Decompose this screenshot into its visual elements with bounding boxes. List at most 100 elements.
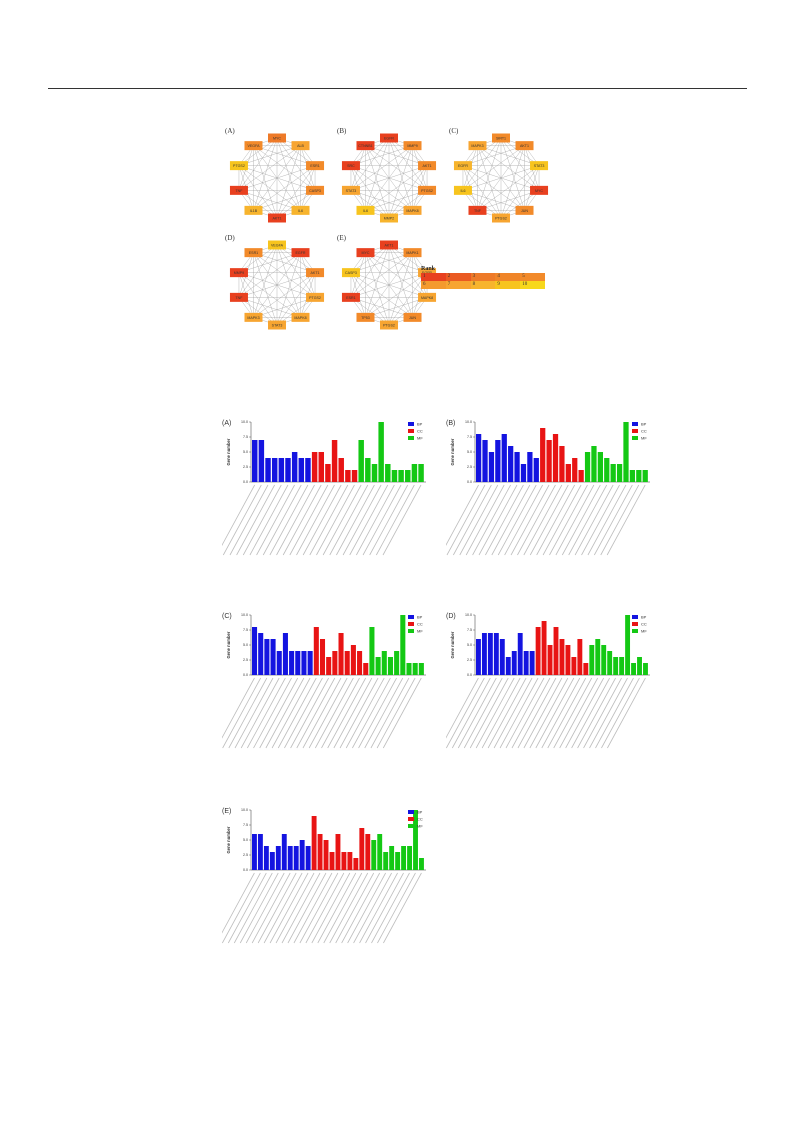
x-tick-label	[299, 872, 339, 944]
bar	[287, 846, 293, 870]
network-node: MAPK8	[418, 292, 437, 302]
y-tick-label: 10.0	[465, 613, 472, 617]
network-node: MAPK8	[403, 205, 422, 215]
rank-cell: 3	[470, 273, 496, 281]
network-edge	[388, 244, 428, 298]
chart-panel-label: (D)	[446, 613, 456, 620]
y-tick-label: 0.0	[243, 673, 248, 677]
bar	[520, 464, 527, 482]
network-node: TNF	[468, 205, 487, 215]
network-edge	[350, 252, 413, 273]
x-tick-label	[275, 872, 315, 944]
x-tick-label	[583, 677, 622, 749]
bar	[257, 834, 263, 870]
node-label: ALB	[297, 144, 304, 148]
x-tick-label	[281, 872, 321, 944]
x-tick-label	[571, 677, 610, 749]
x-tick-label	[339, 677, 379, 749]
node-label: MYC	[273, 137, 281, 141]
node-label: IL6	[460, 189, 465, 193]
x-tick-label	[253, 677, 292, 749]
x-tick-label	[358, 677, 397, 749]
node-label: AKT1	[273, 217, 282, 221]
bar	[505, 657, 511, 675]
x-tick-label	[302, 484, 342, 556]
node-label: CASP3	[309, 189, 321, 193]
bar	[559, 446, 565, 482]
bar	[476, 639, 481, 675]
network-edge	[253, 190, 316, 211]
x-tick-label	[236, 484, 275, 556]
network-edge	[477, 190, 540, 211]
y-tick-label: 5.0	[243, 643, 248, 647]
bar	[394, 651, 400, 675]
node-label: MYC	[361, 251, 369, 255]
x-tick-label	[277, 677, 317, 749]
node-label: EGFR	[384, 137, 394, 141]
x-tick-label	[376, 677, 416, 749]
network-node: MMP9	[229, 268, 248, 278]
y-tick-label: 7.5	[467, 435, 472, 439]
network-node: PTGS2	[229, 161, 248, 171]
legend-label: BP	[417, 810, 423, 815]
node-label: VEGFA	[247, 144, 260, 148]
network-edge	[350, 244, 390, 298]
y-tick-label: 0.0	[467, 480, 472, 484]
bar	[264, 639, 270, 675]
network-node: PTGS2	[306, 292, 325, 302]
bar	[278, 458, 285, 482]
bar	[276, 651, 282, 675]
bar	[418, 663, 424, 675]
bar	[338, 633, 344, 675]
x-tick-label	[607, 677, 646, 749]
bar	[317, 834, 323, 870]
x-tick-label	[347, 872, 386, 944]
node-label: SIRT1	[496, 137, 506, 141]
y-tick-label: 2.5	[243, 853, 248, 857]
network-edge	[388, 272, 428, 326]
bar	[400, 615, 406, 675]
bar	[350, 645, 356, 675]
network-edge	[500, 137, 540, 191]
legend-label: BP	[417, 615, 423, 620]
legend-label: MF	[641, 629, 647, 634]
network-edge	[477, 145, 502, 219]
node-label: MAPK1	[406, 251, 418, 255]
network-edge	[462, 137, 502, 191]
network-node: AKT1	[515, 141, 534, 151]
x-tick-label	[593, 484, 633, 556]
node-label: AKT1	[385, 244, 394, 248]
network-edge	[350, 190, 390, 219]
bar	[335, 834, 341, 870]
bar	[533, 458, 539, 482]
node-label: EGFR	[458, 164, 468, 168]
x-tick-label	[383, 872, 422, 944]
network-edge	[238, 272, 278, 326]
bar	[589, 645, 595, 675]
network-graph: AKT1MAPK1EGFRMAPK8JUNPTGS2TP53ESR1CASP3M…	[341, 240, 437, 330]
x-tick-label	[284, 677, 323, 749]
x-tick-label	[364, 677, 404, 749]
y-tick-label: 2.5	[243, 465, 248, 469]
network-edge	[253, 145, 316, 166]
bar	[252, 440, 258, 482]
bar	[595, 639, 601, 675]
x-tick-label	[574, 484, 614, 556]
x-tick-label	[478, 484, 518, 556]
y-tick-label: 7.5	[243, 435, 248, 439]
network-edge	[253, 252, 301, 318]
x-tick-label	[222, 677, 262, 749]
network-node: MYC	[356, 248, 375, 258]
bar	[313, 627, 319, 675]
network-node: STAT3	[268, 320, 286, 330]
y-tick-label: 0.0	[467, 673, 472, 677]
network-graph: EGFR MMP9 AKT1 PTGS2 MAPK8 MMP2 IL6 STAT3 SRC CTN…	[341, 133, 437, 223]
legend-swatch	[408, 429, 414, 433]
bar	[405, 470, 411, 482]
y-axis-label: Gene number	[450, 438, 455, 465]
y-tick-label: 2.5	[467, 658, 472, 662]
network-node: MYC	[268, 133, 286, 143]
x-tick-label	[342, 484, 382, 556]
bar	[385, 464, 391, 482]
